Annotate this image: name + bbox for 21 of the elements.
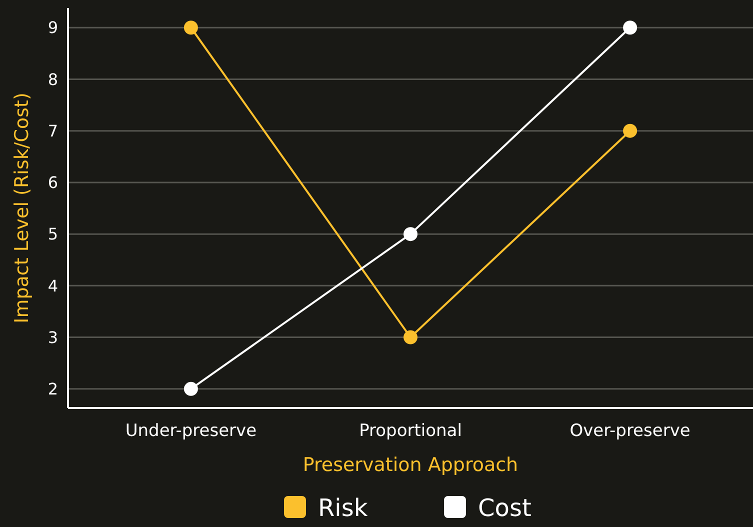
point — [404, 227, 418, 242]
x-tick-label: Proportional — [359, 421, 462, 441]
point — [623, 20, 638, 35]
point — [184, 20, 198, 35]
y-tick-label: 5 — [48, 224, 58, 244]
y-axis-title: Impact Level (Risk/Cost) — [11, 92, 33, 324]
y-tick-label: 3 — [48, 328, 58, 347]
y-tick-label: 8 — [48, 70, 58, 89]
y-tick-label: 2 — [48, 380, 58, 399]
x-tick-label: Over-preserve — [570, 421, 690, 441]
legend-label: Cost — [478, 494, 532, 522]
x-axis-title: Preservation Approach — [302, 454, 518, 476]
legend-label: Risk — [318, 494, 368, 522]
point — [184, 382, 198, 396]
y-tick-label: 7 — [48, 121, 58, 140]
y-tick-label: 9 — [48, 18, 58, 38]
y-tick-label: 6 — [48, 173, 58, 192]
y-tick-label: 4 — [48, 276, 58, 296]
point — [623, 124, 638, 138]
x-tick-label: Under-preserve — [125, 421, 257, 441]
point — [404, 330, 418, 344]
